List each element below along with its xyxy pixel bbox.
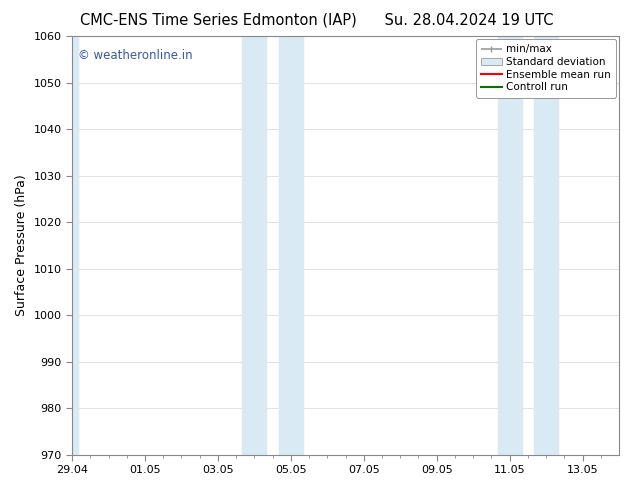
Bar [242,36,266,455]
Bar [68,36,77,455]
Legend: min/max, Standard deviation, Ensemble mean run, Controll run: min/max, Standard deviation, Ensemble me… [476,39,616,98]
Y-axis label: Surface Pressure (hPa): Surface Pressure (hPa) [15,174,28,316]
Bar [279,36,303,455]
Text: © weatheronline.in: © weatheronline.in [77,49,192,62]
Bar [534,36,558,455]
Text: CMC-ENS Time Series Edmonton (IAP)      Su. 28.04.2024 19 UTC: CMC-ENS Time Series Edmonton (IAP) Su. 2… [81,12,553,27]
Bar [498,36,522,455]
